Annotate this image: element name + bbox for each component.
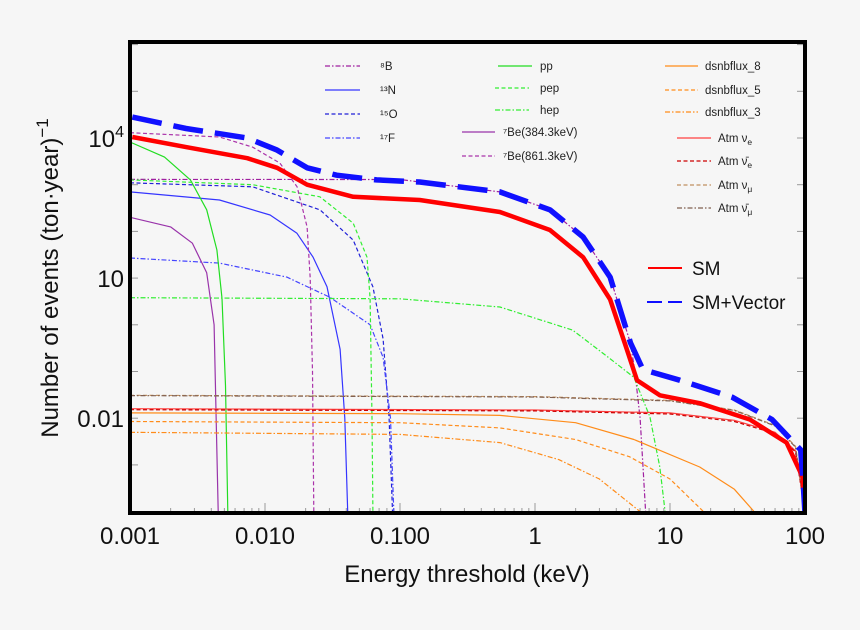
series-line-11 <box>130 431 641 513</box>
series-line-16 <box>131 134 805 513</box>
legend-label: Atm ν̄e <box>718 156 752 170</box>
legend-item: dsnbflux_3 <box>665 107 761 119</box>
series-line-1 <box>130 191 349 512</box>
legend-label: ⁷Be(861.3keV) <box>503 151 578 163</box>
legend-label: Atm νμ <box>718 180 752 194</box>
legend-item: Atm ν̄μ <box>677 203 752 217</box>
legend-label: Atm νe <box>718 133 752 147</box>
legend-item: Atm νμ <box>677 180 752 194</box>
series-line-13 <box>130 409 805 512</box>
legend-item: pep <box>495 83 559 95</box>
x-axis-label: Energy threshold (keV) <box>344 561 589 588</box>
series-line-4 <box>130 141 229 512</box>
series-line-9 <box>130 412 755 512</box>
y-tick-label-base: 10 <box>88 126 115 153</box>
series-line-17 <box>131 114 805 513</box>
legend-label: ⁷Be(384.3keV) <box>503 127 578 139</box>
x-tick-label: 100 <box>785 523 825 550</box>
y-axis-label-exponent: −1 <box>33 118 52 137</box>
y-tick-label: 10 <box>97 266 124 293</box>
legend-item: SM <box>648 259 721 280</box>
legend-item: ⁷Be(384.3keV) <box>462 127 578 139</box>
legend-item: ⁷Be(861.3keV) <box>462 151 578 163</box>
legend-item: dsnbflux_8 <box>665 61 761 73</box>
legend-item: Atm νe <box>677 133 752 147</box>
legend-label: ⁸B <box>380 61 393 73</box>
x-tick-label: 1 <box>528 523 541 550</box>
legend-item: hep <box>495 105 559 117</box>
y-tick-label-exponent: 4 <box>115 124 124 141</box>
legend-item: pp <box>498 61 553 73</box>
legend-label: ¹⁷F <box>380 133 395 145</box>
legend-item: ¹³N <box>325 85 396 97</box>
legend-label: pp <box>540 61 553 73</box>
x-tick-label: 0.001 <box>100 523 160 550</box>
legend-label: SM+Vector <box>692 293 786 314</box>
legend-label: hep <box>540 105 559 117</box>
y-tick-label-base: 0.01 <box>77 406 124 433</box>
series-line-7 <box>130 216 219 512</box>
y-axis-label: Number of events (ton·year)−1 <box>33 118 64 438</box>
legend-item: ⁸B <box>325 61 393 73</box>
y-tick-label: 0.01 <box>77 406 124 433</box>
legend-label: dsnbflux_3 <box>705 107 761 119</box>
legend-item: Atm ν̄e <box>677 156 752 170</box>
legend-label: pep <box>540 83 559 95</box>
series-line-5 <box>130 179 374 512</box>
series-line-3 <box>130 257 395 512</box>
x-tick-labels: 0.001 0.010 0.100 1 10 100 <box>100 523 825 550</box>
y-tick-label: 104 <box>88 124 124 153</box>
legend-item: SM+Vector <box>647 293 786 314</box>
legend-label: ¹³N <box>380 85 396 97</box>
legend-item: dsnbflux_5 <box>665 85 761 97</box>
legend: ⁸B ¹³N ¹⁵O ¹⁷F pp pep hep ⁷Be(384.3keV) ⁷Be(861.… <box>325 61 786 314</box>
legend-label: dsnbflux_5 <box>705 85 761 97</box>
plot-frame <box>128 40 807 515</box>
legend-label: Atm ν̄μ <box>718 203 752 217</box>
x-tick-label: 10 <box>657 523 684 550</box>
legend-label: ¹⁵O <box>380 109 398 121</box>
plot-background <box>130 42 805 513</box>
x-tick-label: 0.100 <box>370 523 430 550</box>
series-line-12 <box>130 408 805 512</box>
legend-label: dsnbflux_8 <box>705 61 761 73</box>
series-line-6 <box>130 297 666 512</box>
curves <box>130 114 805 513</box>
series-line-14 <box>130 394 805 512</box>
y-tick-label-base: 10 <box>97 266 124 293</box>
series-line-8 <box>130 132 315 512</box>
x-tick-label: 0.010 <box>235 523 295 550</box>
legend-item: ¹⁵O <box>325 109 398 121</box>
legend-item: ¹⁷F <box>325 133 395 145</box>
legend-label: SM <box>692 259 721 280</box>
series-line-10 <box>130 420 704 513</box>
